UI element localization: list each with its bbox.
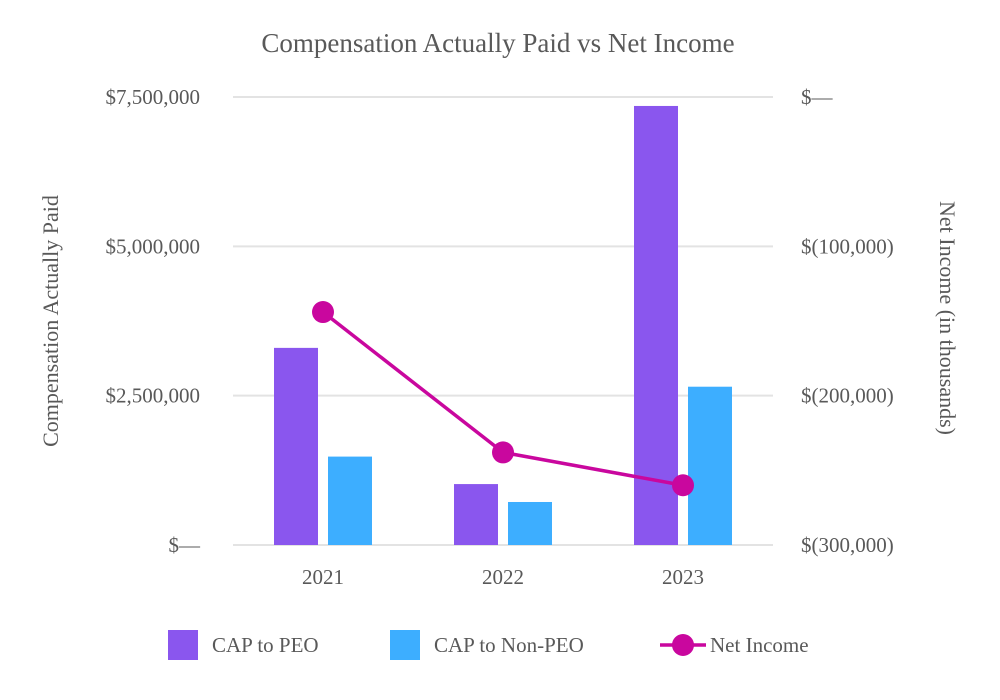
bar-cap-to-non-peo-2023	[688, 386, 732, 545]
chart-title: Compensation Actually Paid vs Net Income	[261, 28, 734, 58]
left-tick-label: $2,500,000	[106, 384, 201, 408]
gridlines	[233, 96, 773, 546]
bar-cap-to-peo-2022	[454, 484, 498, 545]
bar-cap-to-non-peo-2022	[508, 501, 552, 545]
legend-swatch-cap-to-peo	[168, 630, 198, 660]
right-tick-label: $(300,000)	[801, 533, 894, 557]
x-tick-label: 2021	[302, 565, 344, 589]
left-tick-label: $7,500,000	[106, 85, 201, 109]
point-net-income-2022	[492, 441, 514, 464]
bar-cap-to-peo-2021	[274, 347, 318, 545]
left-axis-ticks: $— $2,500,000 $5,000,000 $7,500,000	[106, 85, 202, 557]
legend-label-cap-to-peo: CAP to PEO	[212, 633, 319, 657]
x-tick-label: 2022	[482, 565, 524, 589]
bar-cap-to-peo-2023	[634, 105, 678, 546]
right-tick-label: $(100,000)	[801, 234, 894, 258]
legend: CAP to PEO CAP to Non-PEO Net Income	[168, 630, 809, 660]
x-axis-ticks: 2021 2022 2023	[302, 565, 704, 589]
legend-swatch-cap-to-non-peo	[390, 630, 420, 660]
right-axis-label: Net Income (in thousands)	[935, 201, 960, 435]
right-axis-ticks: $— $(100,000) $(200,000) $(300,000)	[801, 85, 894, 557]
left-tick-label: $5,000,000	[106, 234, 201, 258]
x-tick-label: 2023	[662, 565, 704, 589]
bar-cap-to-non-peo-2021	[328, 456, 372, 545]
left-tick-label: $—	[169, 533, 202, 557]
point-net-income-2023	[672, 474, 694, 497]
right-tick-label: $(200,000)	[801, 384, 894, 408]
net-income-line	[312, 301, 694, 497]
left-axis-label: Compensation Actually Paid	[38, 195, 63, 447]
right-tick-label: $—	[801, 85, 834, 109]
point-net-income-2021	[312, 301, 334, 324]
legend-marker-net-income	[672, 634, 694, 656]
bars	[274, 105, 732, 546]
legend-label-cap-to-non-peo: CAP to Non-PEO	[434, 633, 584, 657]
legend-label-net-income: Net Income	[710, 633, 809, 657]
